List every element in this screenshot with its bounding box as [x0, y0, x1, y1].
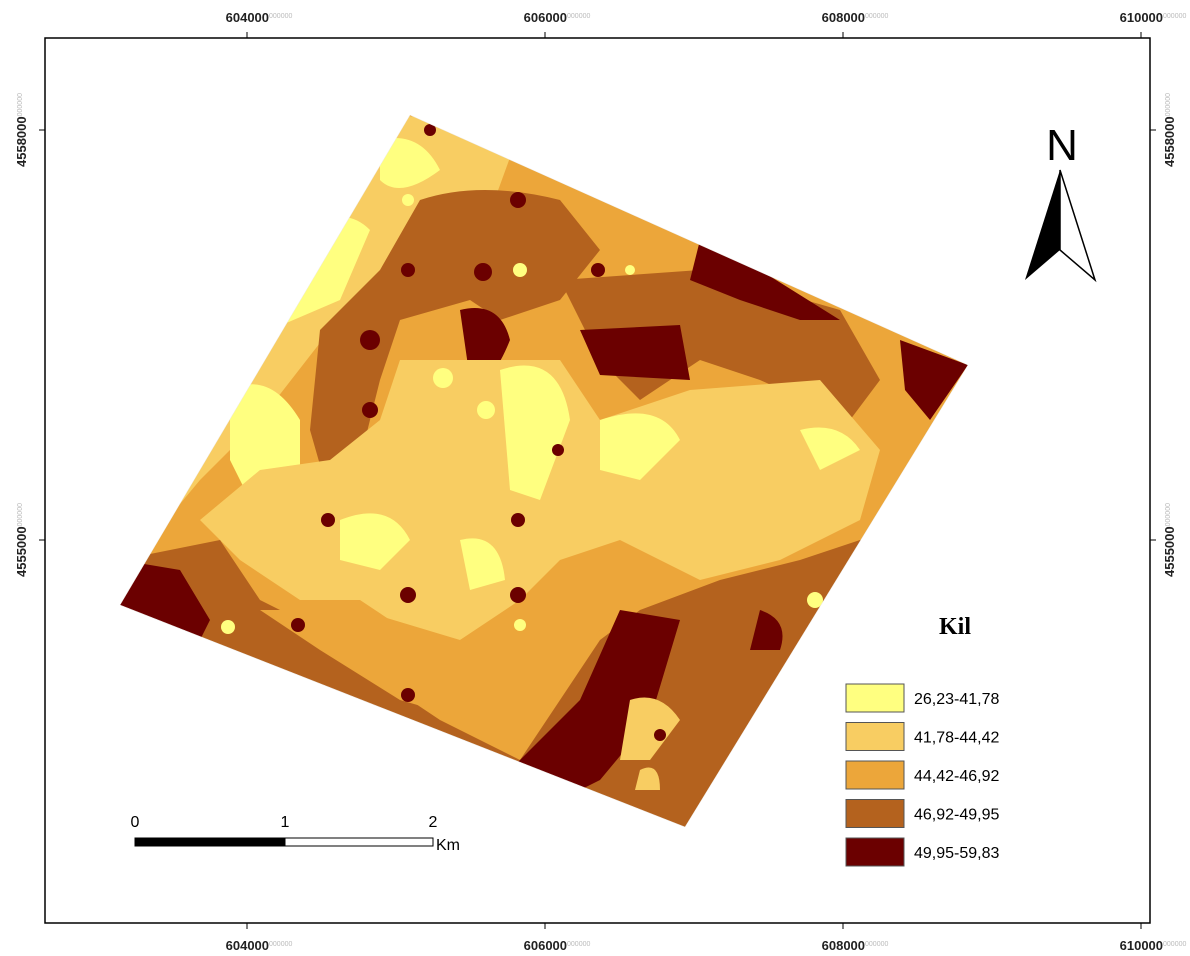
- legend-swatch: [846, 800, 904, 828]
- scale-tick-label: 1: [281, 814, 290, 831]
- coordinate-main: 608000: [822, 10, 865, 25]
- legend-label: 26,23-41,78: [914, 691, 1000, 708]
- coordinate-suffix: 000000: [17, 93, 24, 116]
- coordinate-suffix: 000000: [865, 941, 888, 948]
- coordinate-label: 604000000000: [226, 10, 293, 25]
- coordinate-main: 4558000: [14, 116, 29, 167]
- coordinate-suffix: 000000: [1163, 941, 1186, 948]
- legend-swatch: [846, 761, 904, 789]
- scale-tick-label: 2: [429, 814, 438, 831]
- legend-label: 44,42-46,92: [914, 768, 1000, 785]
- legend-label: 49,95-59,83: [914, 845, 1000, 862]
- legend-title: Kil: [939, 614, 971, 640]
- coordinate-main: 608000: [822, 938, 865, 953]
- coordinate-label: 610000000000: [1120, 938, 1187, 953]
- legend-label: 41,78-44,42: [914, 730, 1000, 747]
- coordinate-main: 610000: [1120, 10, 1163, 25]
- coordinate-main: 606000: [524, 938, 567, 953]
- coordinate-suffix: 000000: [1165, 503, 1172, 526]
- scale-unit: Km: [436, 837, 460, 854]
- legend-swatch: [846, 838, 904, 866]
- legend-swatch: [846, 684, 904, 712]
- scale-bar-white: [285, 838, 433, 846]
- coordinate-label: 606000000000: [524, 938, 591, 953]
- coordinate-main: 604000: [226, 938, 269, 953]
- coordinate-suffix: 000000: [567, 13, 590, 20]
- coordinate-suffix: 000000: [17, 503, 24, 526]
- coordinate-label: 606000000000: [524, 10, 591, 25]
- scale-bar-black: [135, 838, 285, 846]
- coordinate-label: 608000000000: [822, 10, 889, 25]
- coordinate-main: 4558000: [1162, 116, 1177, 167]
- legend-label: 46,92-49,95: [914, 807, 1000, 824]
- coordinate-label: 610000000000: [1120, 10, 1187, 25]
- coordinate-suffix: 000000: [269, 941, 292, 948]
- legend-swatch: [846, 723, 904, 751]
- coordinate-main: 606000: [524, 10, 567, 25]
- coordinate-label: 604000000000: [226, 938, 293, 953]
- coordinate-suffix: 000000: [269, 13, 292, 20]
- coordinate-label: 4555000000000: [1162, 503, 1177, 577]
- coordinate-suffix: 000000: [1163, 13, 1186, 20]
- coordinate-label: 4558000000000: [1162, 93, 1177, 167]
- coordinate-suffix: 000000: [1165, 93, 1172, 116]
- coordinate-label: 608000000000: [822, 938, 889, 953]
- coordinate-suffix: 000000: [865, 13, 888, 20]
- coordinate-suffix: 000000: [567, 941, 590, 948]
- coordinate-main: 4555000: [14, 526, 29, 577]
- coordinate-main: 4555000: [1162, 526, 1177, 577]
- coordinate-label: 4555000000000: [14, 503, 29, 577]
- coordinate-label: 4558000000000: [14, 93, 29, 167]
- coordinate-main: 610000: [1120, 938, 1163, 953]
- north-label: N: [1046, 121, 1078, 170]
- scale-tick-label: 0: [131, 814, 140, 831]
- coordinate-main: 604000: [226, 10, 269, 25]
- map: 6040000000006040000000006060000000006060…: [0, 0, 1190, 956]
